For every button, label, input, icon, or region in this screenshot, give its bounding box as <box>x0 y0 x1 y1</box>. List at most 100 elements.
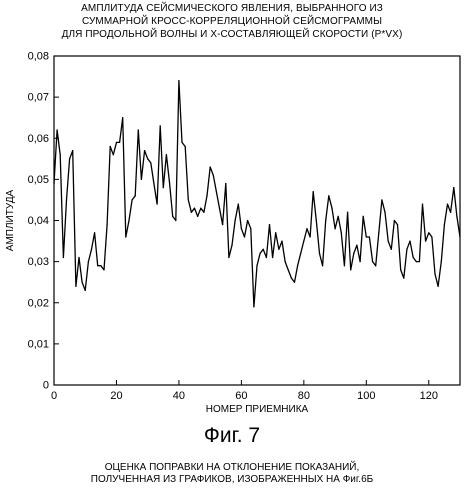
data-point <box>231 245 232 246</box>
data-point <box>131 199 132 200</box>
data-point <box>331 208 332 209</box>
x-tick-label: 20 <box>110 390 122 402</box>
data-point <box>403 277 404 278</box>
data-point <box>322 265 323 266</box>
data-point <box>441 261 442 262</box>
data-point <box>181 142 182 143</box>
data-point <box>69 158 70 159</box>
caption-line-1: ОЦЕНКА ПОПРАВКИ НА ОТКЛОНЕНИЕ ПОКАЗАНИЙ, <box>0 462 464 474</box>
data-point <box>294 282 295 283</box>
data-point <box>319 253 320 254</box>
data-point <box>269 224 270 225</box>
data-point <box>447 203 448 204</box>
data-point <box>438 286 439 287</box>
data-point <box>75 286 76 287</box>
figure-caption: ОЦЕНКА ПОПРАВКИ НА ОТКЛОНЕНИЕ ПОКАЗАНИЙ,… <box>0 462 464 486</box>
data-point <box>300 253 301 254</box>
data-point <box>263 249 264 250</box>
data-point <box>272 257 273 258</box>
x-tick-label: 80 <box>298 390 310 402</box>
data-point <box>434 273 435 274</box>
data-point <box>160 125 161 126</box>
data-point <box>210 166 211 167</box>
data-point <box>419 261 420 262</box>
data-point <box>235 220 236 221</box>
data-point <box>297 265 298 266</box>
data-point <box>82 282 83 283</box>
data-point <box>163 187 164 188</box>
data-point <box>185 146 186 147</box>
data-point <box>353 253 354 254</box>
data-point <box>450 212 451 213</box>
data-point <box>125 236 126 237</box>
data-point <box>347 212 348 213</box>
data-point <box>238 203 239 204</box>
data-point <box>247 220 248 221</box>
data-point <box>225 183 226 184</box>
data-point <box>428 232 429 233</box>
data-point <box>222 224 223 225</box>
data-point <box>400 269 401 270</box>
data-point <box>341 232 342 233</box>
data-point <box>384 212 385 213</box>
line-chart: 00,010,020,030,040,050,060,070,08 020406… <box>0 0 464 420</box>
data-point <box>203 212 204 213</box>
data-point <box>94 232 95 233</box>
data-point <box>334 228 335 229</box>
y-tick-label: 0,02 <box>28 297 49 309</box>
data-point <box>188 199 189 200</box>
y-tick-label: 0,04 <box>28 215 49 227</box>
data-point <box>381 199 382 200</box>
data-point <box>244 236 245 237</box>
data-point <box>128 220 129 221</box>
data-point <box>216 191 217 192</box>
data-point <box>200 208 201 209</box>
data-point <box>303 240 304 241</box>
data-point <box>85 290 86 291</box>
x-tick-label: 40 <box>173 390 185 402</box>
data-point <box>416 261 417 262</box>
data-point <box>63 257 64 258</box>
y-axis-label: АМПЛИТУДА <box>5 189 16 251</box>
data-point <box>325 220 326 221</box>
x-axis: 020406080100120 <box>51 380 438 402</box>
data-point <box>281 240 282 241</box>
data-point <box>278 249 279 250</box>
data-point <box>228 257 229 258</box>
y-tick-label: 0,07 <box>28 92 49 104</box>
data-point <box>459 236 460 237</box>
data-point <box>288 269 289 270</box>
data-point <box>97 265 98 266</box>
data-point <box>206 195 207 196</box>
data-point <box>425 240 426 241</box>
data-point <box>150 162 151 163</box>
data-point <box>78 257 79 258</box>
y-tick-label: 0 <box>43 380 49 392</box>
data-point <box>100 265 101 266</box>
data-point <box>388 240 389 241</box>
data-point <box>147 158 148 159</box>
data-point <box>110 146 111 147</box>
data-point <box>250 228 251 229</box>
data-point <box>313 191 314 192</box>
data-point <box>372 261 373 262</box>
data-point <box>444 224 445 225</box>
data-point <box>138 129 139 130</box>
data-point <box>356 245 357 246</box>
data-point <box>394 220 395 221</box>
data-point <box>241 228 242 229</box>
series-line <box>54 81 460 307</box>
data-point <box>144 150 145 151</box>
x-tick-label: 120 <box>420 390 438 402</box>
data-point <box>413 257 414 258</box>
x-tick-label: 0 <box>51 390 57 402</box>
data-point <box>119 142 120 143</box>
data-point <box>291 277 292 278</box>
data-point <box>456 216 457 217</box>
data-point <box>350 269 351 270</box>
data-point <box>194 208 195 209</box>
data-point <box>328 195 329 196</box>
x-axis-label: НОМЕР ПРИЕМНИКА <box>206 404 309 415</box>
y-tick-label: 0,06 <box>28 133 49 145</box>
y-tick-label: 0,01 <box>28 338 49 350</box>
